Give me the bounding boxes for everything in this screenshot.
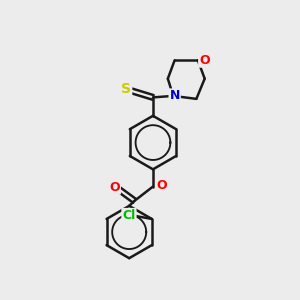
Text: S: S [121,82,131,96]
Text: Cl: Cl [122,209,136,222]
Text: O: O [199,54,210,67]
Text: N: N [169,89,180,102]
Text: O: O [156,179,166,193]
Text: O: O [109,181,120,194]
